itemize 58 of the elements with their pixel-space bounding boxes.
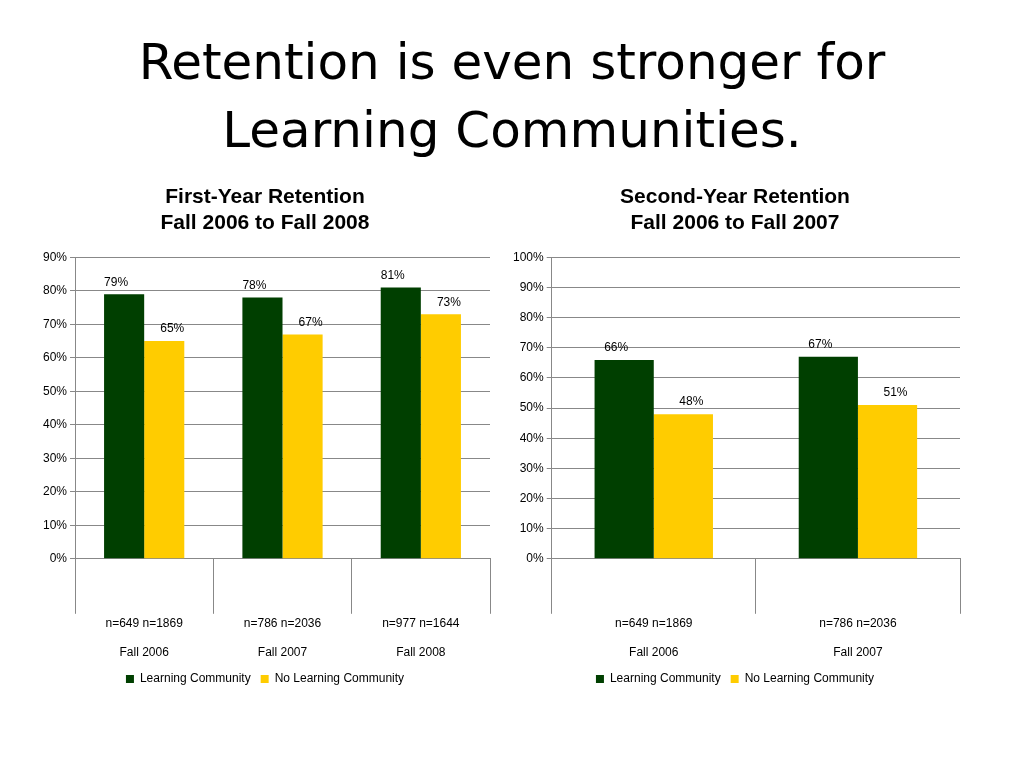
bar bbox=[144, 341, 185, 559]
bar bbox=[242, 297, 283, 559]
y-tick-label: 30% bbox=[519, 460, 545, 475]
y-tick-label: 0% bbox=[49, 551, 68, 566]
y-tick-label: 30% bbox=[42, 450, 68, 465]
y-tick-label: 80% bbox=[42, 283, 68, 298]
y-tick-label: 90% bbox=[519, 279, 545, 294]
data-label: 67% bbox=[298, 314, 323, 329]
y-tick-label: 50% bbox=[42, 383, 68, 398]
bar bbox=[282, 334, 323, 559]
y-tick-label: 10% bbox=[42, 517, 68, 532]
data-label: 65% bbox=[160, 321, 185, 336]
legend-label: Learning Community bbox=[609, 671, 721, 686]
y-tick-label: 20% bbox=[519, 490, 545, 505]
y-tick-label: 10% bbox=[519, 520, 545, 535]
bar bbox=[798, 356, 858, 559]
text: n=786 n=2036 bbox=[819, 616, 897, 631]
data-label: 67% bbox=[808, 337, 833, 352]
y-tick-label: 40% bbox=[519, 430, 545, 445]
y-tick-label: 20% bbox=[42, 484, 68, 499]
x-tick-label: Fall 2006 bbox=[629, 645, 679, 660]
bar bbox=[857, 405, 918, 559]
data-label: 66% bbox=[604, 340, 629, 355]
data-label: 81% bbox=[380, 267, 406, 282]
y-tick-label: 100% bbox=[512, 249, 545, 264]
y-tick-label: 60% bbox=[519, 370, 545, 385]
bar bbox=[420, 314, 461, 559]
bar bbox=[104, 294, 145, 559]
data-label: 79% bbox=[104, 274, 129, 289]
y-tick-label: 90% bbox=[42, 249, 68, 264]
y-tick-label: 70% bbox=[42, 316, 68, 331]
y-tick-label: 60% bbox=[42, 350, 68, 365]
text: Retention is even stronger for Learning Communities. bbox=[137, 32, 887, 161]
chart-title: First-Year Retention Fall 2006 to Fall 2008 bbox=[160, 184, 370, 233]
legend-label: No Learning Community bbox=[274, 671, 405, 686]
x-tick-label: Fall 2007 bbox=[833, 645, 883, 660]
x-tick-label: Fall 2006 bbox=[119, 645, 170, 660]
y-tick-label: 40% bbox=[42, 417, 68, 432]
text: n=649 n=1869 bbox=[615, 616, 693, 631]
data-label: 48% bbox=[679, 394, 704, 409]
text: n=977 n=1644 bbox=[382, 616, 460, 631]
data-label: 73% bbox=[436, 294, 462, 309]
y-tick-label: 0% bbox=[526, 551, 545, 566]
legend-label: Learning Community bbox=[139, 671, 251, 686]
x-tick-label: Fall 2008 bbox=[396, 645, 446, 660]
data-label: 51% bbox=[883, 385, 908, 400]
bar bbox=[594, 359, 654, 559]
legend-label: No Learning Community bbox=[744, 671, 875, 686]
text: n=786 n=2036 bbox=[243, 616, 322, 631]
x-tick-label: Fall 2007 bbox=[257, 645, 308, 660]
data-label: 78% bbox=[242, 277, 267, 292]
y-tick-label: 70% bbox=[519, 340, 545, 355]
bar bbox=[380, 287, 421, 559]
chart-title: Second-Year Retention Fall 2006 to Fall 2007 bbox=[620, 184, 850, 233]
bar bbox=[653, 414, 713, 559]
text: n=649 n=1869 bbox=[105, 616, 184, 631]
y-tick-label: 80% bbox=[519, 309, 545, 324]
y-tick-label: 50% bbox=[519, 400, 545, 415]
